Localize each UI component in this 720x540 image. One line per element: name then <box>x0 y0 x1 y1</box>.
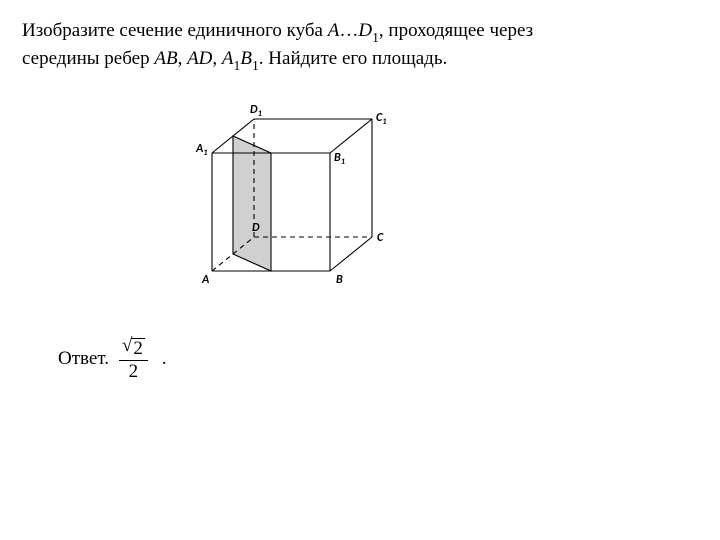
period: . <box>162 346 167 372</box>
edge-AD: AD <box>187 48 212 69</box>
sub-1: 1 <box>234 58 241 73</box>
answer-label: Ответ. <box>58 346 109 372</box>
sub-1: 1 <box>252 58 259 73</box>
txt: . Найдите его площадь. <box>259 48 447 69</box>
sqrt-icon: √ 2 <box>122 336 145 359</box>
var-A: A <box>328 20 340 41</box>
svg-text:A1: A1 <box>195 142 208 158</box>
txt: середины ребер <box>22 48 154 69</box>
svg-text:C: C <box>377 231 384 245</box>
problem-text: Изобразите сечение единичного куба A…D1,… <box>22 18 698 75</box>
svg-text:B1: B1 <box>334 151 345 167</box>
answer-fraction: √ 2 2 <box>119 336 148 381</box>
cube-figure: A B C D A1 B1 C1 D1 <box>180 93 698 301</box>
ellipsis: … <box>339 20 358 41</box>
fraction-denominator: 2 <box>129 361 139 381</box>
txt: , проходящее через <box>379 20 533 41</box>
sep: , <box>178 48 188 69</box>
var-D: D <box>358 20 372 41</box>
edge-B1: B <box>240 48 252 69</box>
svg-text:A: A <box>201 273 210 287</box>
edge-A1: A <box>222 48 234 69</box>
answer-row: Ответ. √ 2 2 . <box>58 336 698 381</box>
svg-text:C1: C1 <box>376 111 386 127</box>
svg-text:D1: D1 <box>250 103 262 119</box>
svg-text:D: D <box>252 221 260 235</box>
sep: , <box>212 48 222 69</box>
sqrt-arg: 2 <box>131 338 145 359</box>
sub-1: 1 <box>372 30 379 45</box>
svg-text:B: B <box>336 273 343 287</box>
txt: Изобразите сечение единичного куба <box>22 20 328 41</box>
fraction-numerator: √ 2 <box>119 336 148 361</box>
edge-AB: AB <box>154 48 177 69</box>
cube-svg: A B C D A1 B1 C1 D1 <box>180 93 400 293</box>
